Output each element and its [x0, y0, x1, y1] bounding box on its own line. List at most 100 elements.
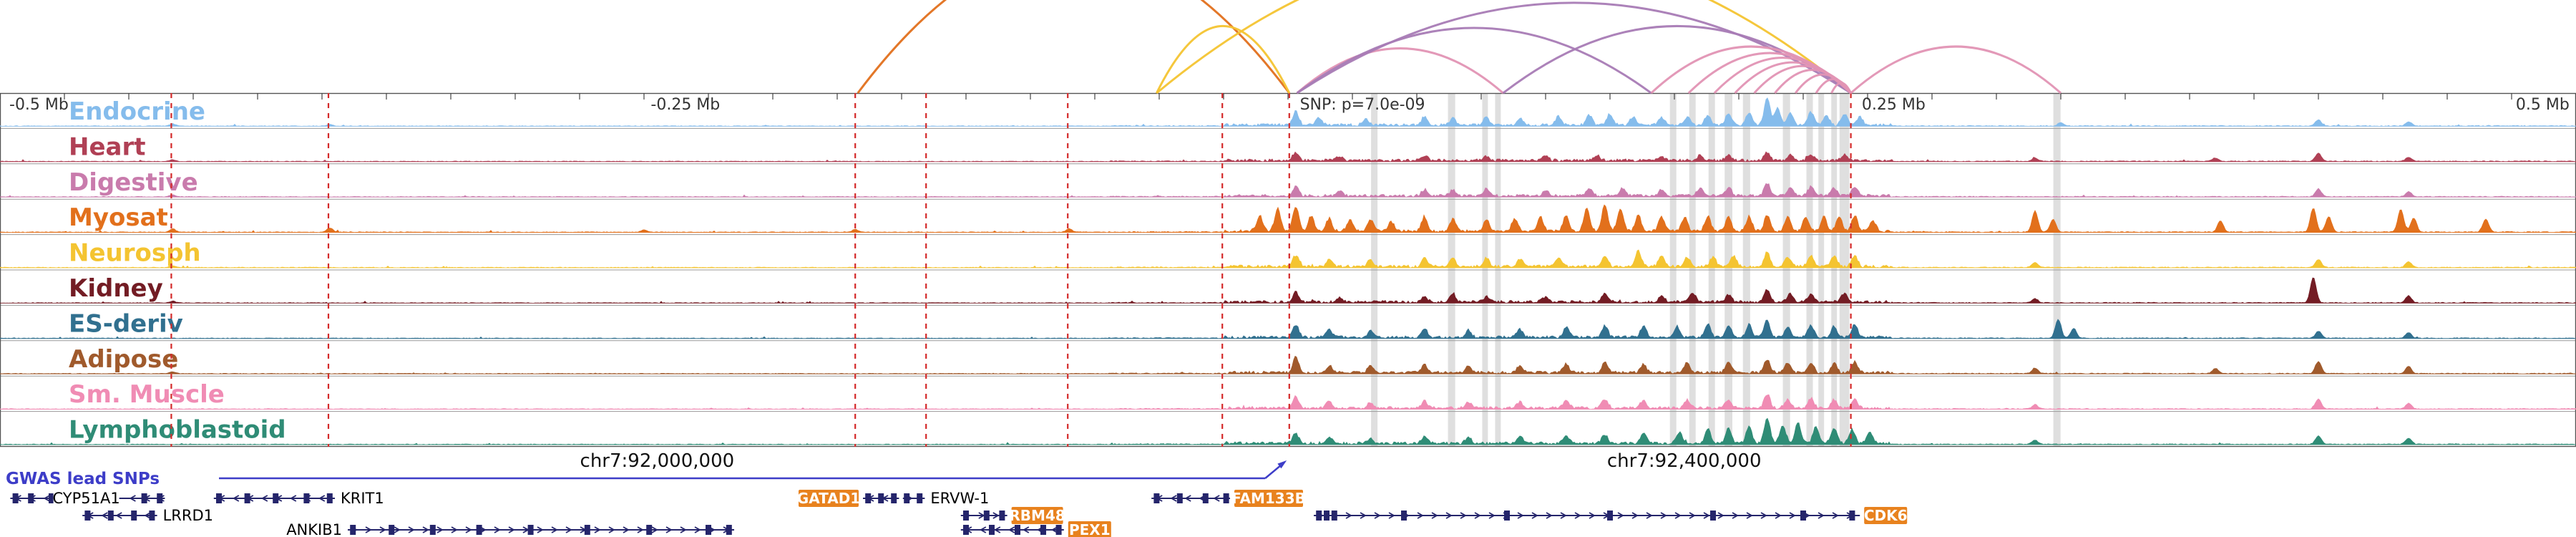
axis-label: -0.25 Mb [650, 96, 720, 114]
strand-chevron-icon [1184, 495, 1191, 502]
strand-chevron-icon [1775, 512, 1782, 519]
strand-chevron-icon [1531, 512, 1538, 519]
track-signal-neurosph [0, 249, 2576, 268]
strand-chevron-icon [680, 526, 687, 533]
interaction-arc [1156, 25, 1291, 94]
strand-chevron-icon [1417, 512, 1424, 519]
gene-label: KRIT1 [341, 490, 384, 507]
strand-chevron-icon [1460, 512, 1467, 519]
strand-chevron-icon [1474, 512, 1481, 519]
gene-label: ANKIB1 [286, 521, 342, 537]
strand-chevron-icon [144, 512, 151, 519]
gene-exon [527, 525, 534, 535]
gene-exon [1015, 525, 1020, 535]
gene-exon [963, 525, 969, 535]
gene-exon [1504, 511, 1510, 521]
strand-chevron-icon [551, 526, 558, 533]
gene-exon [1202, 493, 1209, 503]
gene-exon [726, 525, 732, 535]
axis-label: 0.25 Mb [1862, 96, 1926, 114]
gene-exon [584, 525, 590, 535]
strand-chevron-icon [1832, 512, 1839, 519]
gene-exon [326, 493, 333, 503]
gwas-lead-snps: GWAS lead SNPs [6, 460, 1287, 488]
gene-exon [646, 525, 653, 535]
track-label-heart: Heart [69, 132, 145, 161]
strand-chevron-icon [665, 526, 673, 533]
strand-chevron-icon [408, 526, 415, 533]
strand-chevron-icon [1213, 495, 1220, 502]
strand-chevron-icon [318, 495, 326, 502]
strand-chevron-icon [115, 512, 122, 519]
strand-chevron-icon [1170, 495, 1177, 502]
track-signal-endocrine [0, 97, 2576, 127]
gwas-pointer-arrowhead [1277, 460, 1287, 469]
gene-exon [1040, 525, 1046, 535]
gene-exon [303, 493, 310, 503]
track-signal-heart [0, 151, 2576, 163]
strand-chevron-icon [365, 526, 372, 533]
strand-chevron-icon [1574, 512, 1581, 519]
axis-label: -0.5 Mb [9, 96, 69, 114]
strand-chevron-icon [1789, 512, 1796, 519]
gene-exon [273, 493, 279, 503]
gene-pex1: PEX1 [960, 521, 1111, 537]
strand-chevron-icon [623, 526, 630, 533]
strand-chevron-icon [1746, 512, 1753, 519]
strand-chevron-icon [1617, 512, 1624, 519]
gene-cdk6: CDK6 [1314, 507, 1908, 524]
strand-chevron-icon [129, 495, 136, 502]
strand-chevron-icon [651, 526, 658, 533]
track-es-deriv: ES-deriv [0, 309, 2576, 339]
track-signal-lymphoblastoid [0, 417, 2576, 445]
track-signal-myosat [0, 204, 2576, 233]
gene-exon [999, 511, 1005, 521]
strand-chevron-icon [1517, 512, 1524, 519]
gene-exon [891, 493, 897, 503]
gene-exon [28, 493, 34, 503]
gene-exon [389, 525, 395, 535]
strand-chevron-icon [1008, 526, 1015, 533]
strand-chevron-icon [1488, 512, 1496, 519]
strand-chevron-icon [43, 495, 50, 502]
strand-chevron-icon [1732, 512, 1739, 519]
track-neurosph: Neurosph [0, 239, 2576, 268]
gene-label-backing [53, 490, 119, 507]
gene-rbm48: RBM48 [960, 507, 1065, 524]
gene-highlight-box [799, 490, 859, 507]
gene-exon [1324, 511, 1330, 521]
coordinate-label: chr7:92,000,000 [580, 450, 735, 472]
strand-chevron-icon [260, 495, 268, 502]
strand-chevron-icon [608, 526, 615, 533]
strand-chevron-icon [1022, 526, 1030, 533]
strand-chevron-icon [379, 526, 386, 533]
strand-chevron-icon [1660, 512, 1667, 519]
gene-exon [12, 493, 19, 503]
gene-exon [84, 511, 91, 521]
coordinate-labels: chr7:92,000,000 chr7:92,400,000 [580, 450, 1762, 472]
gene-exon [244, 493, 250, 503]
gene-exon [1055, 525, 1062, 535]
gene-exon [904, 493, 910, 503]
track-sm-muscle: Sm. Muscle [0, 380, 2576, 410]
gene-exon [1153, 493, 1160, 503]
strand-chevron-icon [1445, 512, 1453, 519]
gwas-lead-snps-label: GWAS lead SNPs [6, 470, 160, 488]
strand-chevron-icon [992, 512, 1000, 519]
gene-label: RBM48 [1009, 507, 1065, 524]
interaction-arc [1850, 45, 2062, 95]
signal-tracks: Endocrine Heart Digestive Myosat Neurosph Kid… [0, 97, 2576, 445]
gene-exon [1710, 511, 1716, 521]
strand-chevron-icon [1703, 512, 1710, 519]
gene-label: GATAD1 [797, 490, 860, 507]
track-endocrine: Endocrine [0, 97, 2576, 127]
gene-exon [157, 493, 163, 503]
gene-highlight-box [1864, 507, 1908, 524]
gene-exon [1401, 511, 1407, 521]
interaction-arc [1830, 82, 1852, 94]
gene-exon [1849, 511, 1855, 521]
track-label-neurosph: Neurosph [69, 239, 201, 268]
strand-chevron-icon [1689, 512, 1696, 519]
gene-label: LRRD1 [163, 507, 213, 524]
track-label-digestive: Digestive [69, 168, 198, 197]
